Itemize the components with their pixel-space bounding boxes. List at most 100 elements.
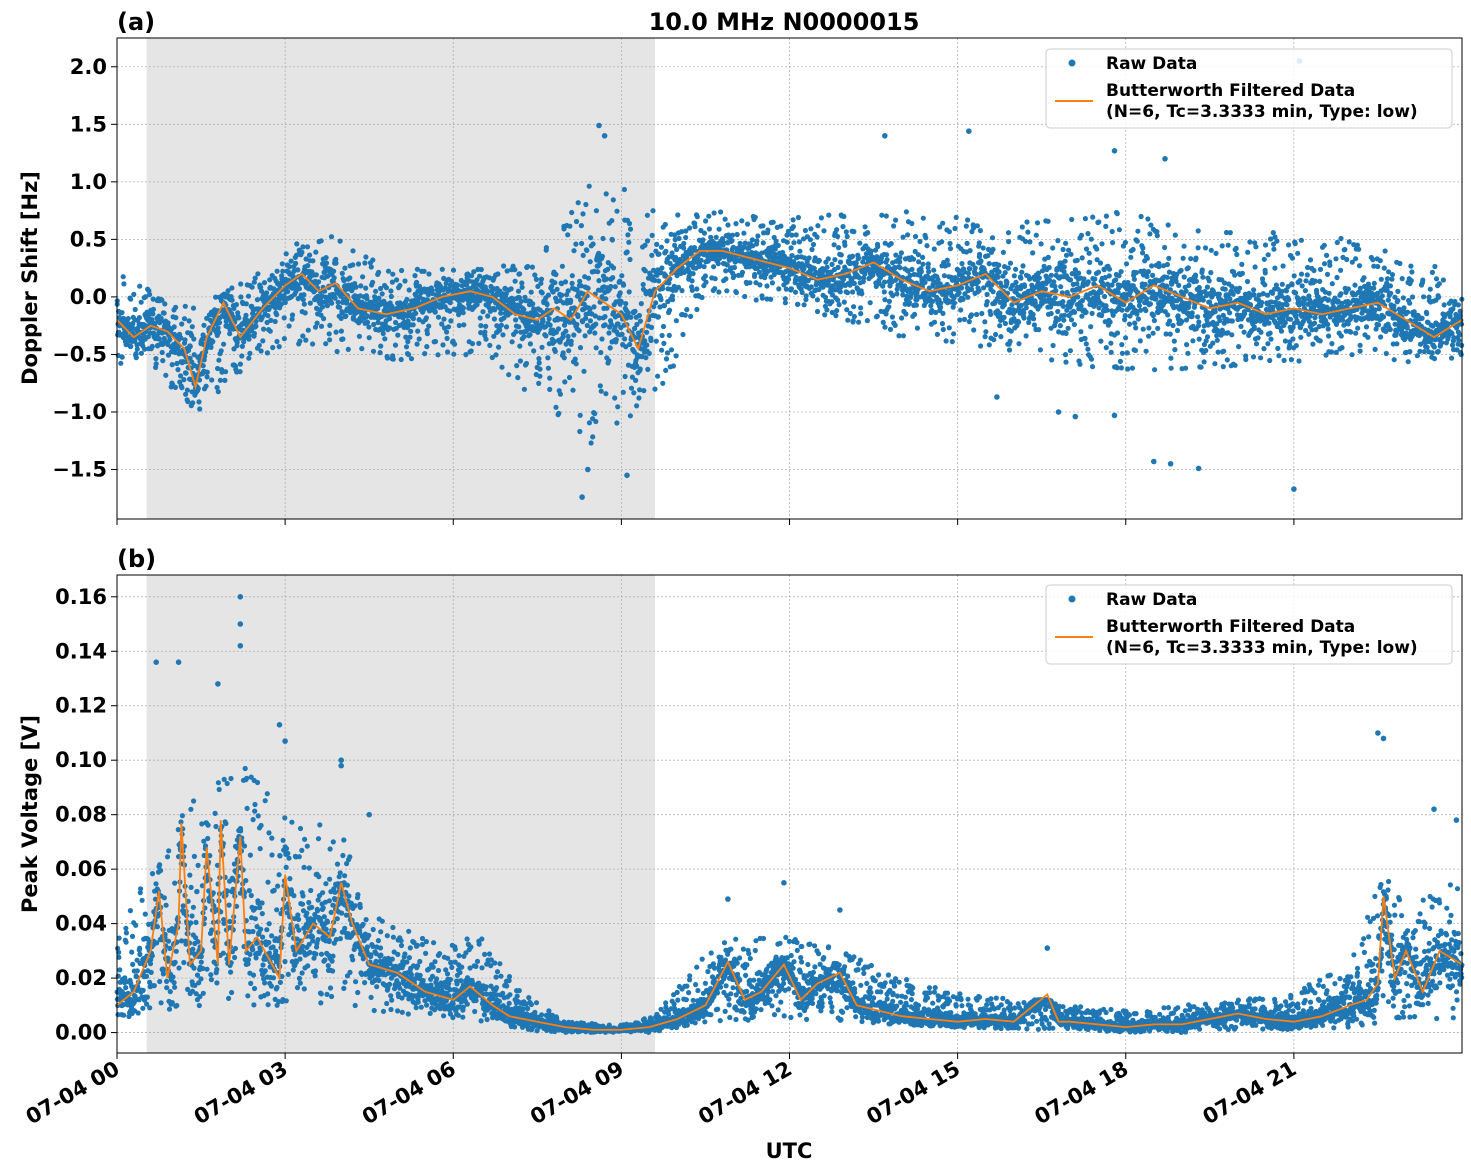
raw-point — [1046, 264, 1052, 271]
raw-point — [568, 338, 574, 344]
raw-point — [572, 356, 578, 362]
raw-point — [545, 355, 551, 361]
raw-point — [658, 297, 664, 303]
raw-point — [1339, 345, 1345, 351]
raw-point — [1130, 246, 1136, 253]
raw-point — [1098, 289, 1104, 295]
raw-point — [1289, 282, 1295, 288]
raw-point — [337, 238, 343, 244]
raw-point — [673, 318, 680, 324]
raw-point — [536, 380, 542, 386]
raw-point — [333, 256, 339, 262]
raw-point — [692, 224, 698, 230]
raw-point — [222, 377, 228, 383]
raw-point — [258, 284, 264, 290]
raw-point — [652, 386, 658, 392]
raw-point — [670, 363, 677, 369]
raw-point — [976, 288, 982, 294]
raw-point — [342, 265, 348, 271]
raw-point — [343, 313, 349, 319]
raw-point — [867, 300, 873, 306]
raw-point — [519, 284, 525, 290]
raw-point — [358, 283, 364, 289]
raw-point — [403, 334, 409, 340]
raw-point — [729, 238, 735, 244]
raw-point — [959, 261, 965, 267]
raw-point — [1150, 312, 1156, 319]
raw-point — [669, 250, 675, 256]
raw-point — [1147, 231, 1153, 237]
raw-point — [884, 252, 890, 258]
raw-point — [1078, 303, 1084, 309]
raw-point — [851, 229, 857, 235]
raw-point — [1103, 213, 1109, 219]
raw-point — [460, 305, 466, 311]
raw-point — [1074, 257, 1080, 263]
raw-point — [1021, 315, 1027, 321]
raw-point — [1108, 349, 1114, 355]
raw-point — [178, 335, 184, 341]
raw-point — [1388, 290, 1394, 296]
raw-point — [1184, 342, 1190, 348]
raw-point — [612, 395, 618, 401]
raw-point — [656, 278, 662, 284]
raw-point — [851, 304, 857, 310]
raw-point — [640, 281, 646, 288]
raw-point — [922, 279, 928, 285]
raw-point — [1239, 261, 1245, 267]
raw-point — [1142, 281, 1148, 287]
raw-point — [187, 355, 193, 361]
raw-point — [625, 232, 631, 238]
raw-point — [252, 275, 258, 281]
raw-point — [1251, 287, 1257, 293]
raw-point — [231, 305, 237, 311]
raw-point — [1222, 286, 1228, 292]
raw-point — [183, 391, 189, 397]
raw-point — [894, 291, 900, 297]
raw-point — [644, 212, 651, 218]
raw-point — [939, 321, 946, 327]
raw-point — [1324, 252, 1330, 258]
raw-point — [799, 289, 805, 296]
raw-point — [119, 354, 125, 360]
raw-point — [1087, 259, 1093, 265]
raw-point — [654, 241, 660, 247]
raw-point — [1329, 281, 1335, 287]
raw-point — [1380, 314, 1387, 320]
raw-point — [399, 267, 405, 274]
raw-point — [357, 293, 363, 299]
raw-point — [1023, 305, 1029, 311]
raw-point — [1060, 246, 1066, 253]
raw-point — [1166, 255, 1172, 261]
raw-point — [1387, 283, 1393, 289]
raw-point — [1146, 325, 1152, 331]
raw-point — [1156, 264, 1162, 270]
raw-point — [237, 361, 243, 367]
raw-point — [527, 332, 533, 338]
raw-point — [366, 324, 372, 330]
raw-point — [159, 349, 165, 356]
raw-point — [363, 285, 369, 291]
raw-point — [835, 233, 841, 240]
raw-point — [599, 336, 605, 342]
raw-point — [931, 246, 937, 252]
raw-point — [243, 301, 249, 307]
raw-point — [1147, 301, 1153, 307]
raw-point — [610, 275, 616, 281]
raw-point — [255, 271, 261, 277]
raw-point — [1227, 310, 1233, 316]
raw-point — [1140, 326, 1146, 332]
raw-point — [1082, 216, 1088, 222]
raw-point — [186, 318, 192, 324]
raw-point — [591, 304, 597, 310]
raw-point — [565, 232, 571, 238]
raw-point — [723, 268, 729, 274]
raw-point — [831, 242, 837, 248]
raw-point — [660, 286, 666, 292]
raw-point — [844, 233, 850, 240]
raw-point — [1227, 230, 1233, 236]
raw-point — [1253, 341, 1260, 347]
raw-point — [1122, 313, 1128, 319]
raw-point — [1067, 348, 1073, 354]
raw-point — [553, 271, 559, 278]
